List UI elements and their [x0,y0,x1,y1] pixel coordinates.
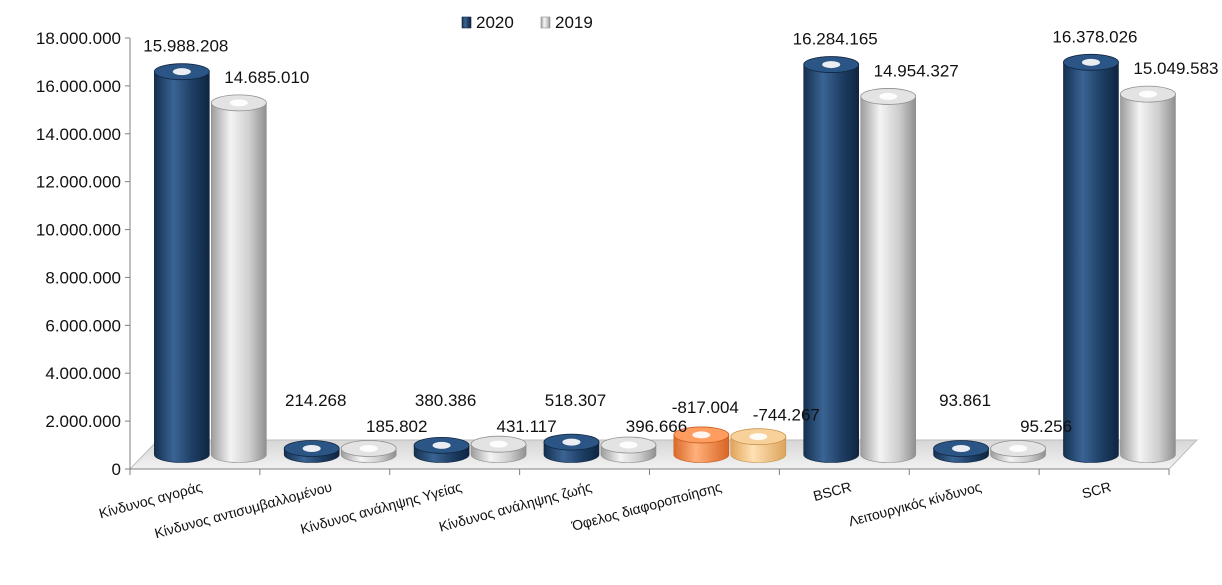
bar-2020 [543,433,600,463]
legend-label-2019: 2019 [555,13,593,32]
bar-body [211,102,267,463]
bar-highlight [302,445,321,452]
bar-highlight [1081,58,1100,66]
data-label: 15.049.583 [1133,59,1218,78]
bar-2020 [153,63,210,463]
data-label: 380.386 [415,391,476,410]
y-tick-label: 16.000.000 [36,77,121,96]
bar-highlight [692,431,711,439]
bar-body [154,71,210,463]
bar-2019 [340,440,397,463]
y-tick-label: 14.000.000 [36,125,121,144]
data-label: 185.802 [366,417,427,436]
category-label: SCR [1080,478,1113,501]
bar-highlight [432,441,451,449]
bar-highlight [1009,445,1028,452]
y-tick-label: 12.000.000 [36,173,121,192]
data-label: -817.004 [672,398,739,417]
legend-item-2020: 2020 [461,13,514,32]
data-label: 14.954.327 [874,61,959,80]
bar-highlight [229,99,248,107]
bar-2019 [210,94,267,463]
legend-item-2019: 2019 [540,13,593,32]
bar-highlight [879,92,898,100]
bar-2019 [470,435,527,463]
bar-highlight [822,61,841,69]
bar-2020 [673,426,730,463]
y-tick-label: 0 [112,460,121,479]
legend-swatch-2019 [540,16,551,29]
bar-body [860,96,917,463]
bar-2020 [413,436,470,463]
data-label: 431.117 [496,417,556,436]
y-axis-ticks: 0 2.000.000 4.000.000 6.000.000 8.000.000 10.… [36,29,130,479]
y-tick-label: 4.000.000 [45,364,121,383]
bar-body [1063,62,1119,463]
bar-2020 [1063,53,1119,463]
data-label: 16.284.165 [793,30,878,49]
data-label: 16.378.026 [1052,27,1137,46]
bar-highlight [489,440,508,448]
legend: 2020 2019 [461,13,593,32]
x-axis-ticks [129,469,1170,475]
bar-2019 [990,440,1046,463]
bar-body [1120,93,1176,463]
category-label: BSCR [811,478,853,504]
category-label: Κίνδυνος αγοράς [97,478,204,521]
bar-highlight [172,68,191,76]
bar-2020 [283,440,340,463]
data-label: 15.988.208 [143,37,228,56]
bar-highlight [749,433,768,441]
data-label: 518.307 [545,391,606,410]
bar-2019 [860,88,917,463]
y-tick-label: 8.000.000 [45,268,121,287]
bar-2019 [730,428,787,463]
bar-2019 [1120,85,1176,463]
data-label: -744.267 [753,406,820,425]
data-label: 95.256 [1020,417,1072,436]
category-label: Λειτουργικός κίνδυνος [847,478,984,529]
category-label: Όφελος διαφοροποίησης [569,478,723,534]
bar-highlight [1138,90,1157,98]
data-label: 14.685.010 [224,68,309,87]
bar-2019 [600,436,657,463]
y-tick-label: 6.000.000 [45,316,121,335]
bar-2020 [803,56,860,463]
legend-label-2020: 2020 [476,13,514,32]
legend-swatch-2020 [461,16,472,29]
data-labels-group: 15.988.208 14.685.010 214.268 185.802 380.38… [143,27,1218,436]
data-label: 214.268 [285,391,346,410]
bar-highlight [952,445,971,452]
data-label: 93.861 [939,391,991,410]
y-tick-label: 10.000.000 [36,221,121,240]
bar-highlight [619,441,638,449]
bar-2020 [933,440,989,463]
bar-highlight [359,445,378,452]
data-label: 396.666 [626,417,687,436]
y-tick-label: 18.000.000 [36,29,121,48]
bar-body [803,64,860,463]
bar-highlight [562,438,581,446]
bars-group [153,53,1176,463]
y-tick-label: 2.000.000 [45,412,121,431]
